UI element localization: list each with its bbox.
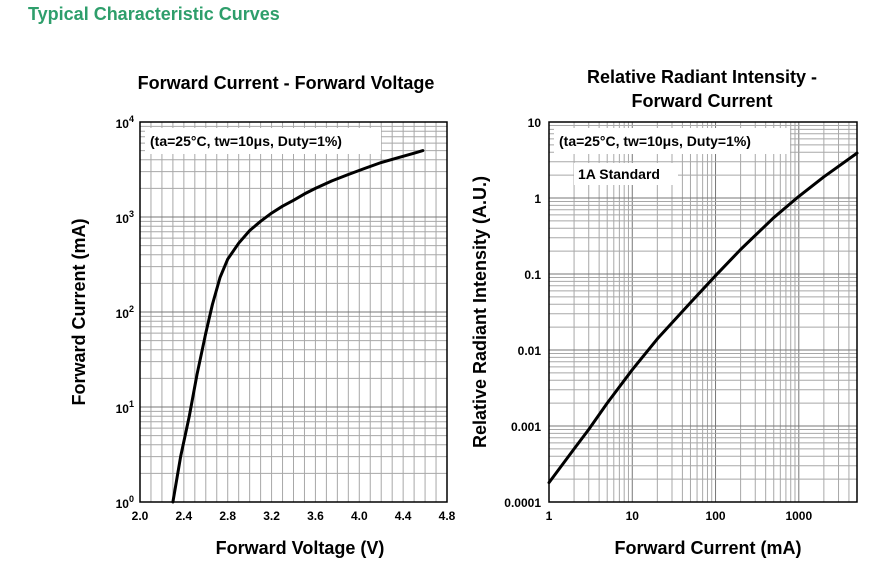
chart1-x-tick-label: 2.4 <box>176 509 193 523</box>
chart2-x-tick-label: 10 <box>626 509 640 523</box>
chart2-y-tick-label: 0.0001 <box>504 496 541 510</box>
chart1-annotation-bg <box>145 128 381 154</box>
chart1-y-tick-label: 104 <box>116 114 134 131</box>
chart2-y-tick-label: 0.001 <box>511 420 541 434</box>
chart2-title-line1: Relative Radiant Intensity - <box>587 67 817 87</box>
chart1-frame <box>139 121 448 503</box>
chart2-x-tick-label: 1 <box>546 509 553 523</box>
chart1-annotation: (ta=25°C, tw=10μs, Duty=1%) <box>150 133 342 149</box>
chart2-x-tick-label: 1000 <box>785 509 812 523</box>
chart1-x-tick-label: 4.4 <box>395 509 412 523</box>
chart2-annotation: (ta=25°C, tw=10μs, Duty=1%) <box>559 133 751 149</box>
chart1-y-tick-label: 102 <box>116 304 134 321</box>
chart1-series-line <box>171 149 425 504</box>
chart2-series-line <box>547 151 859 485</box>
chart2-y-axis-label: Relative Radiant Intensity (A.U.) <box>470 176 490 448</box>
chart2-y-tick-label: 10 <box>528 116 542 130</box>
chart2-y-tick-label: 1 <box>534 192 541 206</box>
chart2-annotation2-bg <box>574 163 678 185</box>
chart1-y-tick-label: 100 <box>116 494 134 511</box>
chart1-y-tick-label: 101 <box>116 399 134 416</box>
chart1-x-tick-label: 4.0 <box>351 509 368 523</box>
chart1-x-axis-label: Forward Voltage (V) <box>216 538 385 558</box>
chart1-y-tick-label: 103 <box>116 209 134 226</box>
chart1-x-tick-label: 4.8 <box>439 509 456 523</box>
chart1-y-tick-labels: 100 101 102 103 104 <box>116 114 134 511</box>
chart1-x-tick-label: 3.2 <box>263 509 280 523</box>
chart1-y-axis-label: Forward Current (mA) <box>69 218 89 405</box>
chart2-annotation-bg <box>554 128 790 154</box>
chart1-x-tick-label: 2.8 <box>219 509 236 523</box>
page-title: Typical Characteristic Curves <box>28 4 280 24</box>
chart2-y-tick-labels: 0.0001 0.001 0.01 0.1 1 10 <box>504 116 541 510</box>
chart2-annotation-standard: 1A Standard <box>578 166 660 182</box>
chart2-y-tick-label: 0.01 <box>518 344 542 358</box>
relative-radiant-intensity-chart: 1 10 100 1000 0.0001 0.001 0.01 0.1 1 10 (ta=25°… <box>470 67 859 558</box>
chart2-frame <box>548 121 858 503</box>
chart2-y-tick-label: 0.1 <box>524 268 541 282</box>
chart2-title-line2: Forward Current <box>631 91 772 111</box>
chart1-grid <box>140 122 447 502</box>
chart2-x-tick-labels: 1 10 100 1000 <box>546 509 813 523</box>
chart1-x-tick-label: 3.6 <box>307 509 324 523</box>
chart1-title: Forward Current - Forward Voltage <box>138 73 435 93</box>
chart1-x-tick-label: 2.0 <box>132 509 149 523</box>
chart2-x-tick-label: 100 <box>706 509 726 523</box>
forward-current-voltage-chart: 2.0 2.4 2.8 3.2 3.6 4.0 4.4 4.8 100 101 102 103 104… <box>69 73 456 558</box>
chart1-x-tick-labels: 2.0 2.4 2.8 3.2 3.6 4.0 4.4 4.8 <box>132 509 456 523</box>
chart2-x-axis-label: Forward Current (mA) <box>614 538 801 558</box>
